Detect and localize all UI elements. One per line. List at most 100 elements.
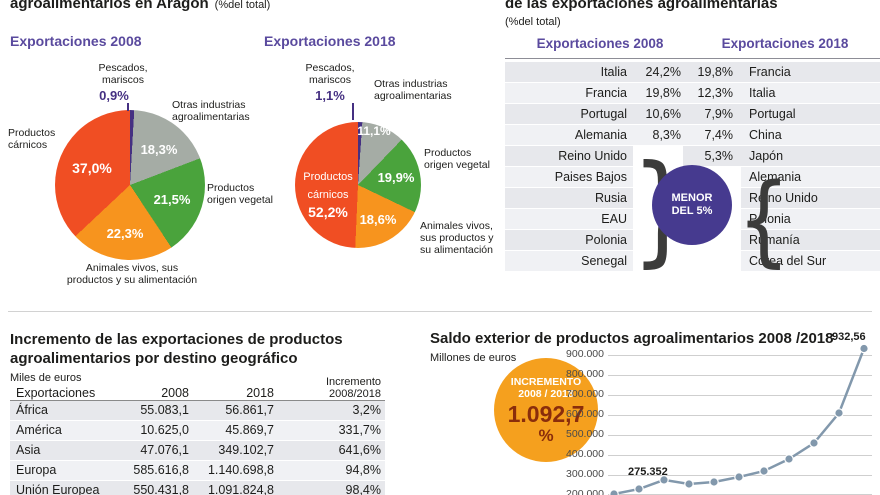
menor-line2: DEL 5% [671,205,713,217]
table-row: Europa 585.616,8 1.140.698,8 94,8% [10,461,385,480]
country-right: Portugal [741,104,880,124]
value-2008: 10.625,0 [118,421,193,440]
leader-line-2018 [352,103,354,120]
pct-right: 5,3% [683,146,741,166]
label-animales-2008: Animales vivos, sus productos y su alime… [66,262,198,286]
country-left: Francia [505,83,633,103]
col-2018: 2018 [246,386,274,400]
pct-pescados-2008: 0,9% [99,88,129,103]
pct-left: 8,3% [633,125,683,145]
menor-del-5-badge: MENOR DEL 5% [652,165,732,245]
country-right: Reino Unido [741,188,880,208]
saldo-title: Saldo exterior de productos agroalimenta… [430,330,834,347]
point-label-start: 275.352 [628,466,668,478]
table-row: Senegal Corea del Sur [505,251,880,271]
gridline [608,455,872,456]
table-row: Francia 19,8% 12,3% Italia [505,83,880,103]
value-pct: 331,7% [278,421,385,440]
point-label-end: 932,56 [832,331,866,343]
pct-otras-2018: 11,1% [357,124,391,138]
y-tick: 600.000 [566,408,604,420]
country-right: Italia [741,83,880,103]
y-tick: 400.000 [566,448,604,460]
country-right: Polonia [741,209,880,229]
destinations-note: (%del total) [505,16,561,28]
incremento-header-row: Exportaciones 2008 2018 Incremento 2008/… [10,376,385,401]
pct-vegetal-2018: 19,9% [377,170,415,185]
country-left: Portugal [505,104,633,124]
leader-line-2008 [127,103,129,111]
pct-right: 12,3% [683,83,741,103]
pct-left: 24,2% [633,62,683,82]
country-left: EAU [505,209,633,229]
value-pct: 3,2% [278,401,385,420]
menor-line1: MENOR [671,192,713,204]
pct-otras-2008: 18,3% [140,142,178,157]
gridline [608,435,872,436]
pct-right: 7,9% [683,104,741,124]
label-carnicos-2008: Productos cárnicos [8,127,56,151]
right-group-brace: { [737,162,791,278]
region: África [10,401,118,420]
table-row: Unión Europea 550.431,8 1.091.824,8 98,4… [10,481,385,495]
label-carnicos-2018-name: Productos cárnicos [303,171,353,201]
region: Unión Europea [10,481,118,495]
country-right: Francia [741,62,880,82]
saldo-units: Millones de euros [430,352,517,364]
table-row: Paises Bajos Alemania [505,167,880,187]
pie-2008 [55,110,205,260]
table-row: Asia 47.076,1 349.102,7 641,6% [10,441,385,460]
incremento-units: Miles de euros [10,372,82,384]
value-pct: 98,4% [278,481,385,495]
table-row: Italia 24,2% 19,8% Francia [505,62,880,82]
country-left: Italia [505,62,633,82]
pct-left: 19,8% [633,83,683,103]
table-row: Reino Unido 5,3% Japón [505,146,880,166]
value-2018: 56.861,7 [193,401,278,420]
y-tick: 500.000 [566,428,604,440]
region: Asia [10,441,118,460]
destinations-table: Italia 24,2% 19,8% Francia Francia 19,8%… [505,62,880,272]
badge-line1: INCREMENTO [510,375,582,388]
pie-2008-heading: Exportaciones 2008 [10,33,142,49]
value-pct: 641,6% [278,441,385,460]
table-row: EAU Polonia [505,209,880,229]
table-row: América 10.625,0 45.869,7 331,7% [10,421,385,440]
y-tick: 800.000 [566,368,604,380]
incremento-title: Incremento de las exportaciones de produ… [10,331,343,367]
table-row: Polonia Rumanía [505,230,880,250]
pct-vegetal-2008: 21,5% [153,192,191,207]
region: Europa [10,461,118,480]
badge-line2: 2008 / 2018 [518,387,574,400]
pct-carnicos-2018: 52,2% [308,204,348,220]
gridline [608,415,872,416]
pct-animales-2018: 18,6% [359,212,397,227]
destinations-col-2018: Exportaciones 2018 [721,36,849,51]
destinations-header-rule [505,58,880,59]
label-vegetal-2008: Productos origen vegetal [207,182,273,206]
label-otras-2018: Otras industrias agroalimentarias [374,78,452,102]
pct-pescados-2018: 1,1% [315,88,345,103]
destinations-col-2008: Exportaciones 2008 [536,36,664,51]
gridline [608,355,872,356]
col-incremento: Incremento 2008/2018 [325,376,381,400]
country-left: Rusia [505,188,633,208]
incremento-badge: INCREMENTO 2008 / 2018 1.092,7 % [494,358,598,462]
value-2008: 47.076,1 [118,441,193,460]
country-left: Alemania [505,125,633,145]
table-row: Alemania 8,3% 7,4% China [505,125,880,145]
country-left: Reino Unido [505,146,633,166]
pies-section-title: agroalimentarios en Aragón (%del total) [10,0,270,12]
pct-right: 19,8% [683,62,741,82]
incremento-table: África 55.083,1 56.861,7 3,2% América 10… [10,401,385,495]
country-right: Japón [741,146,880,166]
label-carnicos-2018: Productos cárnicos 52,2% [288,167,368,220]
label-vegetal-2018: Productos origen vegetal [424,147,490,171]
pies-title-text: agroalimentarios en Aragón [10,0,209,12]
value-2008: 550.431,8 [118,481,193,495]
value-2018: 1.091.824,8 [193,481,278,495]
gridline [608,375,872,376]
country-left: Senegal [505,251,633,271]
destinations-title: de las exportaciones agroalimentarias [505,0,778,12]
